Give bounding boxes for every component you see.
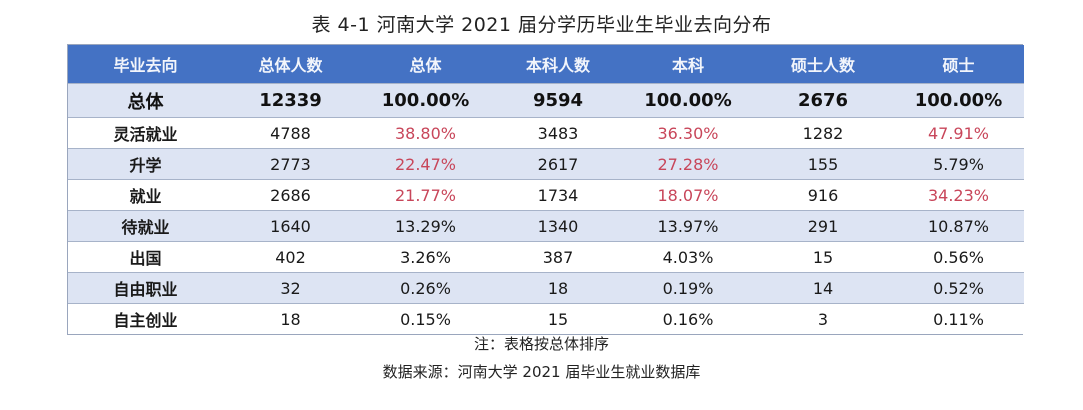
- table-row: 灵活就业 4788 38.80% 3483 36.30% 1282 47.91%: [68, 117, 1024, 149]
- row-label: 就业: [68, 179, 223, 211]
- row-label: 灵活就业: [68, 117, 223, 149]
- cell-undergrad-count: 3483: [493, 117, 623, 149]
- table-row-total: 总体 12339 100.00% 9594 100.00% 2676 100.0…: [68, 83, 1024, 118]
- row-label: 待就业: [68, 210, 223, 242]
- row-label: 自主创业: [68, 303, 223, 334]
- cell-undergrad-count: 1734: [493, 179, 623, 211]
- cell-undergrad-percent: 100.00%: [623, 83, 753, 118]
- cell-total-count: 4788: [223, 117, 358, 149]
- cell-master-percent: 0.56%: [893, 241, 1024, 273]
- cell-total-count: 1640: [223, 210, 358, 242]
- cell-total-count: 402: [223, 241, 358, 273]
- cell-master-percent: 47.91%: [893, 117, 1024, 149]
- cell-undergrad-count: 387: [493, 241, 623, 273]
- row-label: 总体: [68, 83, 223, 118]
- header-master-count: 硕士人数: [753, 45, 893, 84]
- cell-master-count: 3: [753, 303, 893, 334]
- cell-total-percent: 21.77%: [358, 179, 493, 211]
- cell-master-percent: 34.23%: [893, 179, 1024, 211]
- cell-master-percent: 100.00%: [893, 83, 1024, 118]
- cell-undergrad-count: 18: [493, 272, 623, 304]
- cell-undergrad-percent: 0.16%: [623, 303, 753, 334]
- cell-master-count: 2676: [753, 83, 893, 118]
- table-row: 升学 2773 22.47% 2617 27.28% 155 5.79%: [68, 148, 1024, 180]
- cell-master-count: 155: [753, 148, 893, 180]
- cell-total-percent: 22.47%: [358, 148, 493, 180]
- table-title: 表 4-1 河南大学 2021 届分学历毕业生毕业去向分布: [311, 14, 772, 36]
- cell-master-percent: 10.87%: [893, 210, 1024, 242]
- cell-master-percent: 5.79%: [893, 148, 1024, 180]
- row-label: 升学: [68, 148, 223, 180]
- cell-total-count: 2686: [223, 179, 358, 211]
- cell-master-percent: 0.11%: [893, 303, 1024, 334]
- cell-undergrad-count: 15: [493, 303, 623, 334]
- cell-total-percent: 0.15%: [358, 303, 493, 334]
- header-total-count: 总体人数: [223, 45, 358, 84]
- graduation-destination-table: 毕业去向 总体人数 总体 本科人数 本科 硕士人数 硕士 总体 12339 10…: [67, 44, 1024, 335]
- cell-total-percent: 0.26%: [358, 272, 493, 304]
- cell-master-count: 14: [753, 272, 893, 304]
- header-total-percent: 总体: [358, 45, 493, 84]
- cell-master-count: 1282: [753, 117, 893, 149]
- table-note: 注：表格按总体排序: [473, 335, 609, 353]
- cell-undergrad-percent: 36.30%: [623, 117, 753, 149]
- cell-total-count: 2773: [223, 148, 358, 180]
- cell-undergrad-percent: 27.28%: [623, 148, 753, 180]
- header-undergrad-percent: 本科: [623, 45, 753, 84]
- header-destination: 毕业去向: [68, 45, 223, 84]
- cell-master-percent: 0.52%: [893, 272, 1024, 304]
- cell-undergrad-percent: 18.07%: [623, 179, 753, 211]
- cell-undergrad-count: 1340: [493, 210, 623, 242]
- cell-total-percent: 13.29%: [358, 210, 493, 242]
- cell-master-count: 15: [753, 241, 893, 273]
- cell-undergrad-percent: 0.19%: [623, 272, 753, 304]
- cell-total-percent: 100.00%: [358, 83, 493, 118]
- cell-undergrad-percent: 13.97%: [623, 210, 753, 242]
- cell-master-count: 916: [753, 179, 893, 211]
- cell-undergrad-percent: 4.03%: [623, 241, 753, 273]
- table-row: 出国 402 3.26% 387 4.03% 15 0.56%: [68, 241, 1024, 273]
- cell-total-count: 12339: [223, 83, 358, 118]
- header-undergrad-count: 本科人数: [493, 45, 623, 84]
- table-row: 自主创业 18 0.15% 15 0.16% 3 0.11%: [68, 303, 1024, 334]
- table-row: 就业 2686 21.77% 1734 18.07% 916 34.23%: [68, 179, 1024, 211]
- cell-total-count: 18: [223, 303, 358, 334]
- data-source-note: 数据来源：河南大学 2021 届毕业生就业数据库: [382, 363, 701, 381]
- cell-total-percent: 3.26%: [358, 241, 493, 273]
- table-header-row: 毕业去向 总体人数 总体 本科人数 本科 硕士人数 硕士: [68, 45, 1024, 84]
- header-master-percent: 硕士: [893, 45, 1024, 84]
- row-label: 自由职业: [68, 272, 223, 304]
- cell-total-count: 32: [223, 272, 358, 304]
- cell-undergrad-count: 9594: [493, 83, 623, 118]
- cell-master-count: 291: [753, 210, 893, 242]
- row-label: 出国: [68, 241, 223, 273]
- table-row: 自由职业 32 0.26% 18 0.19% 14 0.52%: [68, 272, 1024, 304]
- cell-total-percent: 38.80%: [358, 117, 493, 149]
- table-row: 待就业 1640 13.29% 1340 13.97% 291 10.87%: [68, 210, 1024, 242]
- cell-undergrad-count: 2617: [493, 148, 623, 180]
